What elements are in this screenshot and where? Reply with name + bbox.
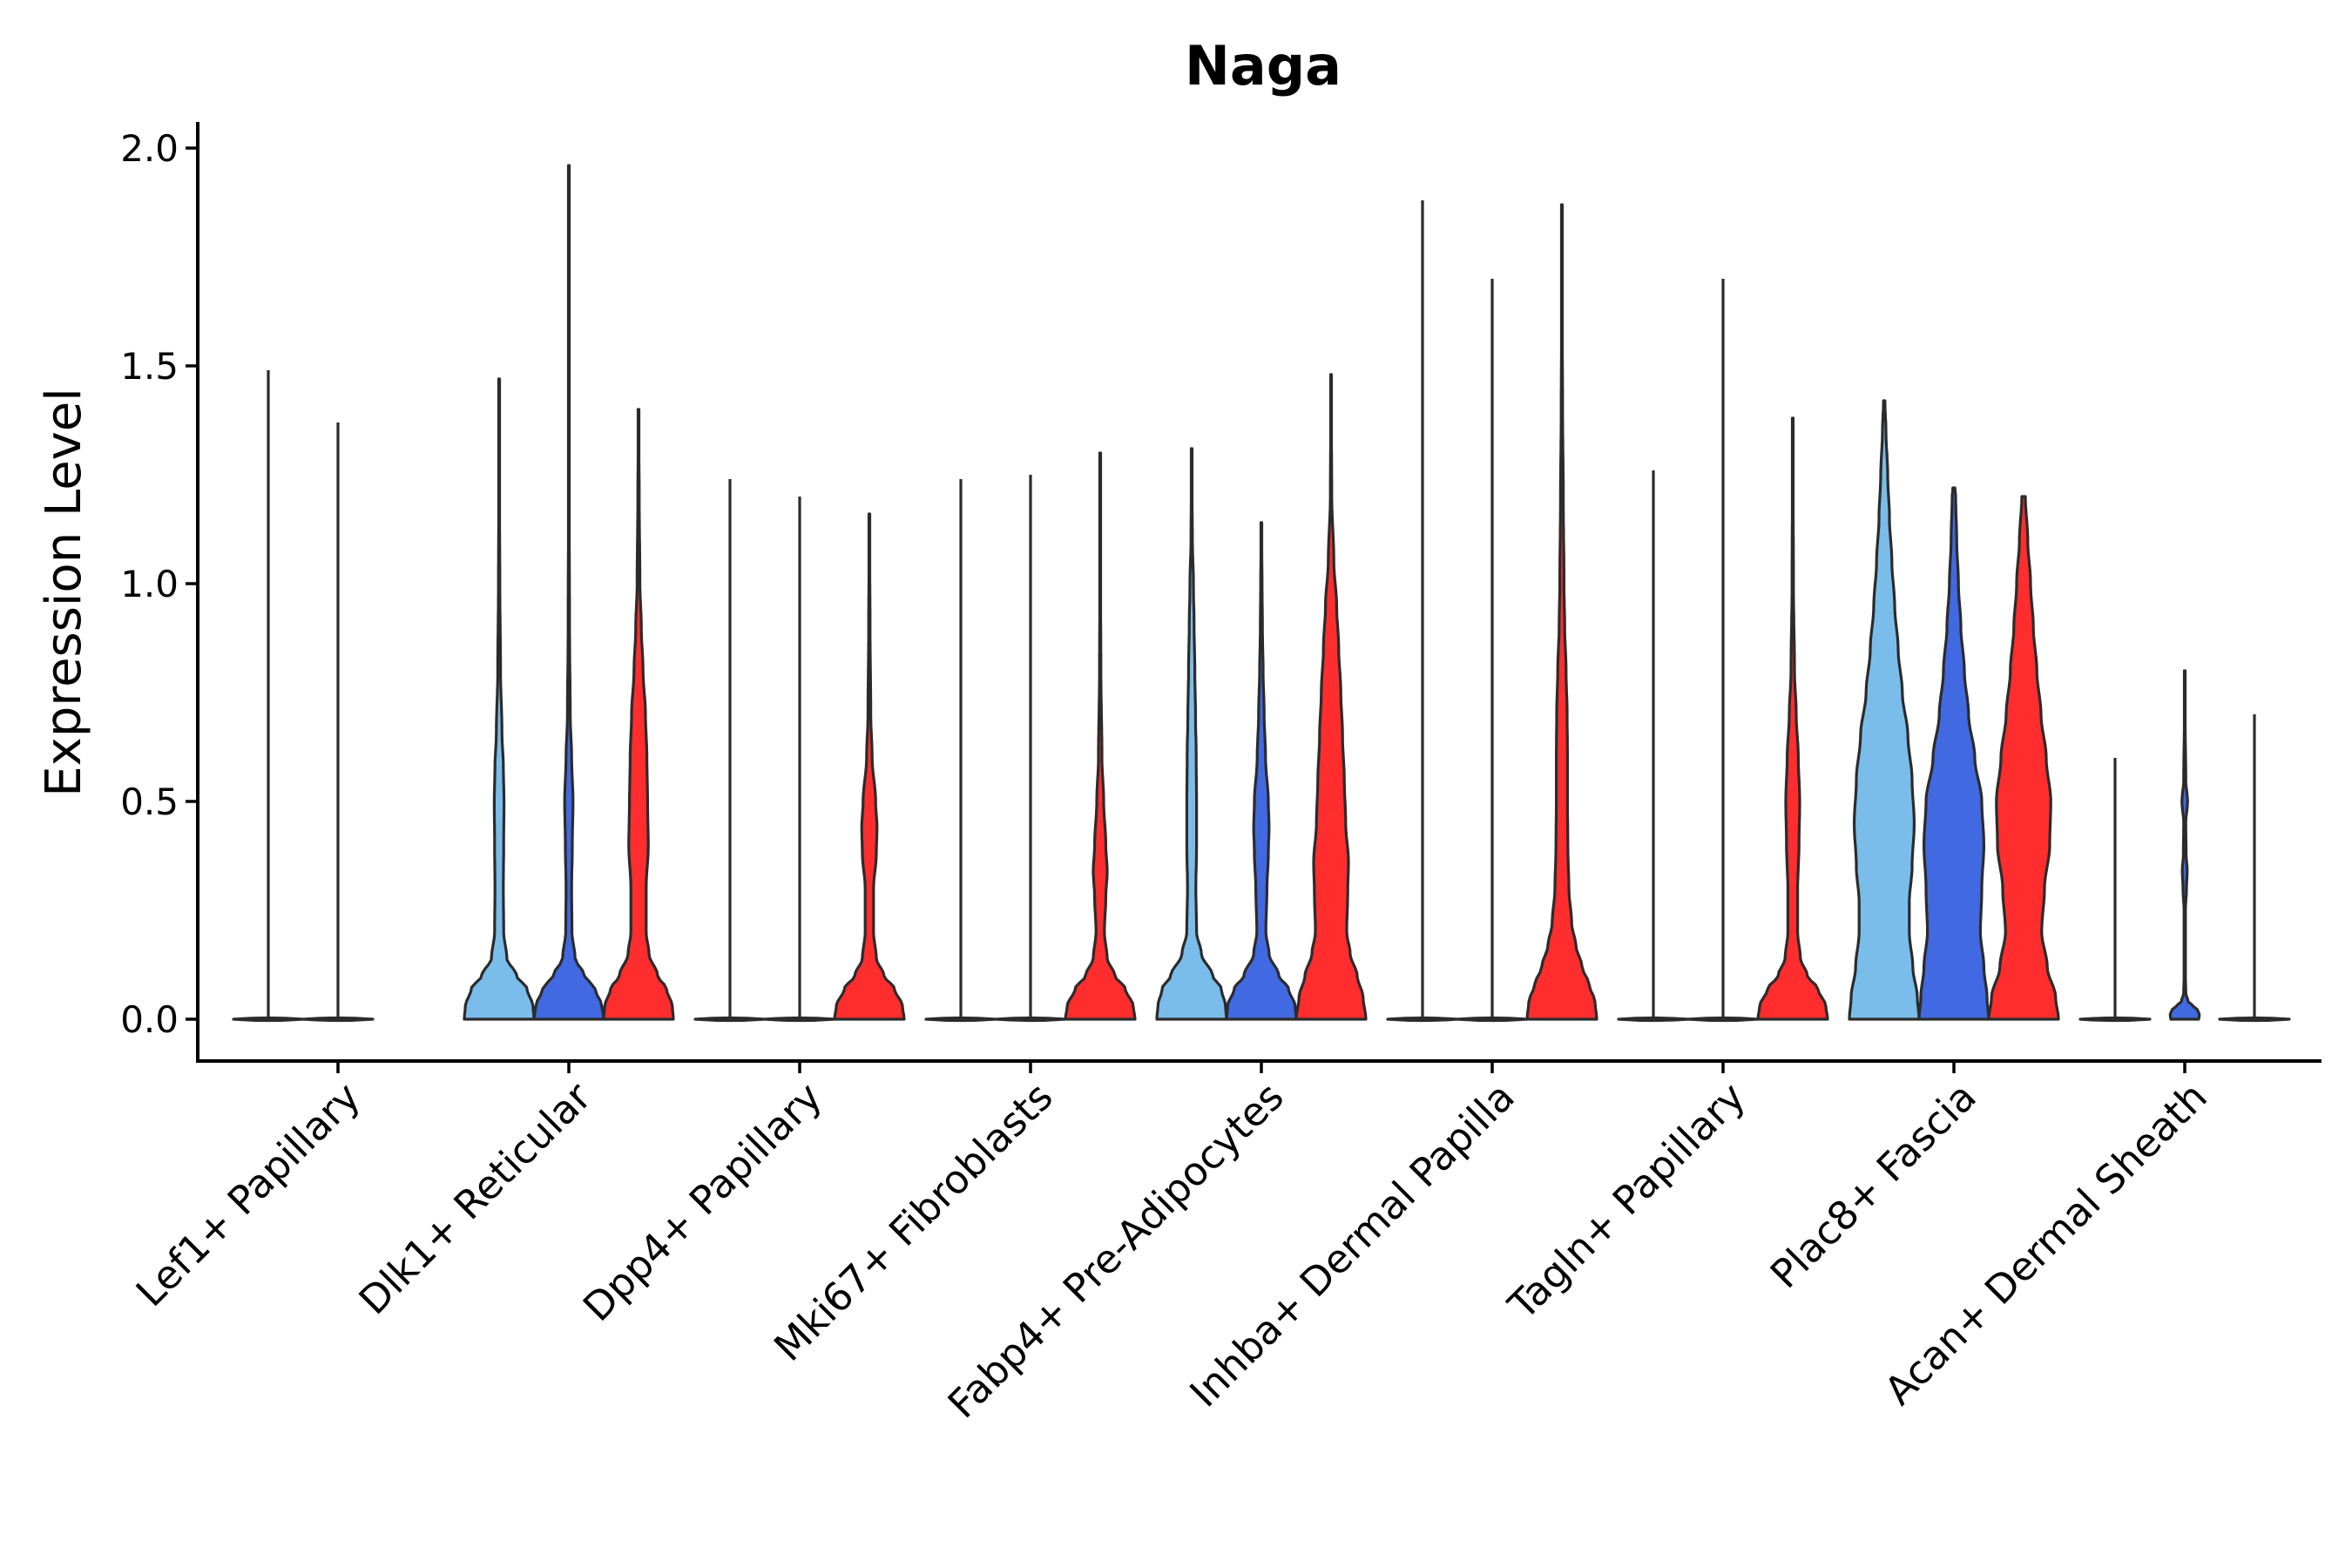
violin-group2-4 xyxy=(1225,521,1298,1021)
violin-group1-4 xyxy=(1155,447,1228,1021)
violin-group2-7 xyxy=(1917,486,1990,1021)
violin-group3-7 xyxy=(1987,495,2060,1021)
x-tick-label: Dpp4+ Papillary xyxy=(574,1073,831,1330)
x-tick-label: Tagln+ Papillary xyxy=(1499,1073,1754,1328)
x-tick-label: Dlk1+ Reticular xyxy=(350,1073,600,1323)
y-tick-label: 2.0 xyxy=(120,127,179,170)
violin-group3-3 xyxy=(1064,451,1137,1021)
violin-group3-2 xyxy=(833,512,906,1021)
violin-group3-6 xyxy=(1756,416,1829,1021)
y-tick-label: 0.0 xyxy=(120,998,179,1041)
violin-group3-1 xyxy=(602,408,675,1021)
chart-title: Naga xyxy=(1185,34,1342,98)
violin-group1-7 xyxy=(1848,399,1921,1021)
x-tick-label: Plac8+ Fascia xyxy=(1761,1073,1985,1297)
violin-group3-4 xyxy=(1294,373,1368,1021)
violin-group2-8 xyxy=(2168,669,2201,1021)
violin-group1-1 xyxy=(463,377,536,1021)
y-tick-label: 1.0 xyxy=(120,563,179,605)
y-tick-label: 1.5 xyxy=(120,345,179,388)
y-axis-label: Expression Level xyxy=(36,388,92,797)
violin-group2-1 xyxy=(532,164,605,1021)
y-tick-label: 0.5 xyxy=(120,781,179,823)
x-tick-label: Lef1+ Papillary xyxy=(127,1073,369,1315)
violin-group3-5 xyxy=(1525,203,1598,1021)
